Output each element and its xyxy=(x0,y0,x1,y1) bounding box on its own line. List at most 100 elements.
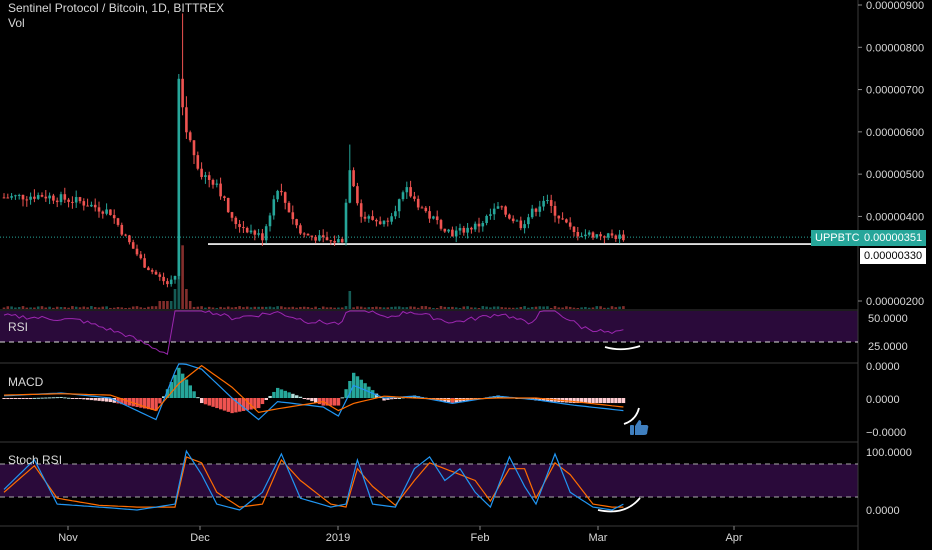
macd-histogram-bar xyxy=(348,380,352,398)
macd-histogram-bar xyxy=(599,398,603,404)
candle-body xyxy=(158,274,162,277)
candle-body xyxy=(302,233,306,235)
volume-bar xyxy=(420,306,424,309)
volume-bar xyxy=(473,307,477,309)
candle-body xyxy=(283,192,287,203)
macd-histogram-bar xyxy=(344,389,348,398)
candle-body xyxy=(204,175,207,177)
candle-body xyxy=(451,229,454,237)
macd-histogram-bar xyxy=(74,398,78,399)
stoch-d-line xyxy=(3,456,624,508)
volume-bar xyxy=(63,307,67,309)
volume-bar xyxy=(242,307,245,309)
price-tick-label: 0.00000900 xyxy=(866,0,924,12)
macd-histogram-bar xyxy=(374,393,379,398)
volume-bar xyxy=(515,307,519,309)
candle-body xyxy=(481,223,485,227)
volume-bar xyxy=(348,291,352,309)
volume-bar xyxy=(86,307,89,309)
candle-body xyxy=(223,196,226,198)
volume-bar xyxy=(405,307,409,309)
volume-bar xyxy=(120,307,124,309)
macd-histogram-bar xyxy=(568,398,572,403)
candle-body xyxy=(55,200,59,203)
volume-bar xyxy=(78,307,82,309)
volume-bar xyxy=(150,306,154,309)
volume-bar xyxy=(299,306,302,309)
candle-body xyxy=(82,201,86,206)
volume-bar xyxy=(618,306,621,309)
volume-bar xyxy=(401,307,405,309)
candle-body xyxy=(14,195,17,197)
candle-body xyxy=(147,267,150,271)
candle-body xyxy=(90,204,93,207)
macd-histogram-bar xyxy=(82,398,86,400)
candle-body xyxy=(527,217,530,225)
candle-body xyxy=(325,237,329,241)
volume-bar xyxy=(561,307,564,309)
rsi-tick-label: 50.0000 xyxy=(868,313,908,325)
volume-bar xyxy=(105,306,108,309)
candle-body xyxy=(565,219,568,223)
macd-histogram-bar xyxy=(618,398,622,404)
volume-bar xyxy=(397,306,401,309)
candle-body xyxy=(337,239,340,243)
volume-bar xyxy=(147,306,150,309)
macd-histogram-bar xyxy=(272,391,276,398)
macd-histogram-bar xyxy=(580,398,584,404)
volume-bar xyxy=(67,307,70,309)
volume-bar xyxy=(249,307,253,309)
volume-bar xyxy=(614,307,618,309)
volume-bar xyxy=(291,306,295,309)
candle-body xyxy=(348,170,352,203)
candle-body xyxy=(584,234,587,237)
candle-body xyxy=(523,224,526,229)
volume-bar xyxy=(329,307,333,309)
candle-body xyxy=(234,217,238,225)
candle-body xyxy=(371,216,374,220)
volume-bar xyxy=(447,307,450,309)
candle-body xyxy=(413,196,416,199)
macd-histogram-bar xyxy=(614,398,618,404)
macd-histogram-bar xyxy=(397,398,401,399)
candle-body xyxy=(466,227,469,233)
candle-body xyxy=(595,234,599,238)
candle-body xyxy=(401,192,405,200)
candle-body xyxy=(405,187,409,193)
macd-histogram-bar xyxy=(291,393,295,398)
volume-bar xyxy=(173,289,177,309)
volume-bar xyxy=(481,306,485,309)
stoch-tick-label: 0.0000 xyxy=(866,505,900,517)
candle-series xyxy=(2,13,625,288)
chart-title: Sentinel Protocol / Bitcoin, 1D, BITTREX xyxy=(8,1,225,15)
candle-body xyxy=(74,197,78,203)
candle-body xyxy=(519,220,523,229)
volume-bar xyxy=(21,306,25,309)
candle-body xyxy=(580,236,583,238)
price-tick-label: 0.00000600 xyxy=(866,127,924,139)
macd-histogram-bar xyxy=(234,398,238,413)
candle-body xyxy=(603,236,606,238)
volume-bar xyxy=(158,301,162,309)
candle-body xyxy=(253,230,257,235)
volume-bar xyxy=(264,306,268,309)
candle-body xyxy=(116,218,120,225)
candle-body xyxy=(318,235,321,241)
candle-body xyxy=(238,224,241,228)
candle-body xyxy=(530,208,534,218)
rsi-label: RSI xyxy=(8,320,29,334)
candle-body xyxy=(207,175,211,180)
macd-histogram-bar xyxy=(314,398,318,403)
stoch-band xyxy=(0,464,858,497)
macd-series xyxy=(2,363,626,421)
candle-body xyxy=(511,218,515,222)
volume-bar xyxy=(6,306,10,309)
candle-body xyxy=(561,218,564,220)
candle-body xyxy=(245,227,249,233)
candle-body xyxy=(397,199,401,212)
candle-body xyxy=(321,235,325,238)
candle-body xyxy=(306,233,310,236)
macd-histogram-bar xyxy=(44,397,48,399)
candle-body xyxy=(333,240,336,243)
